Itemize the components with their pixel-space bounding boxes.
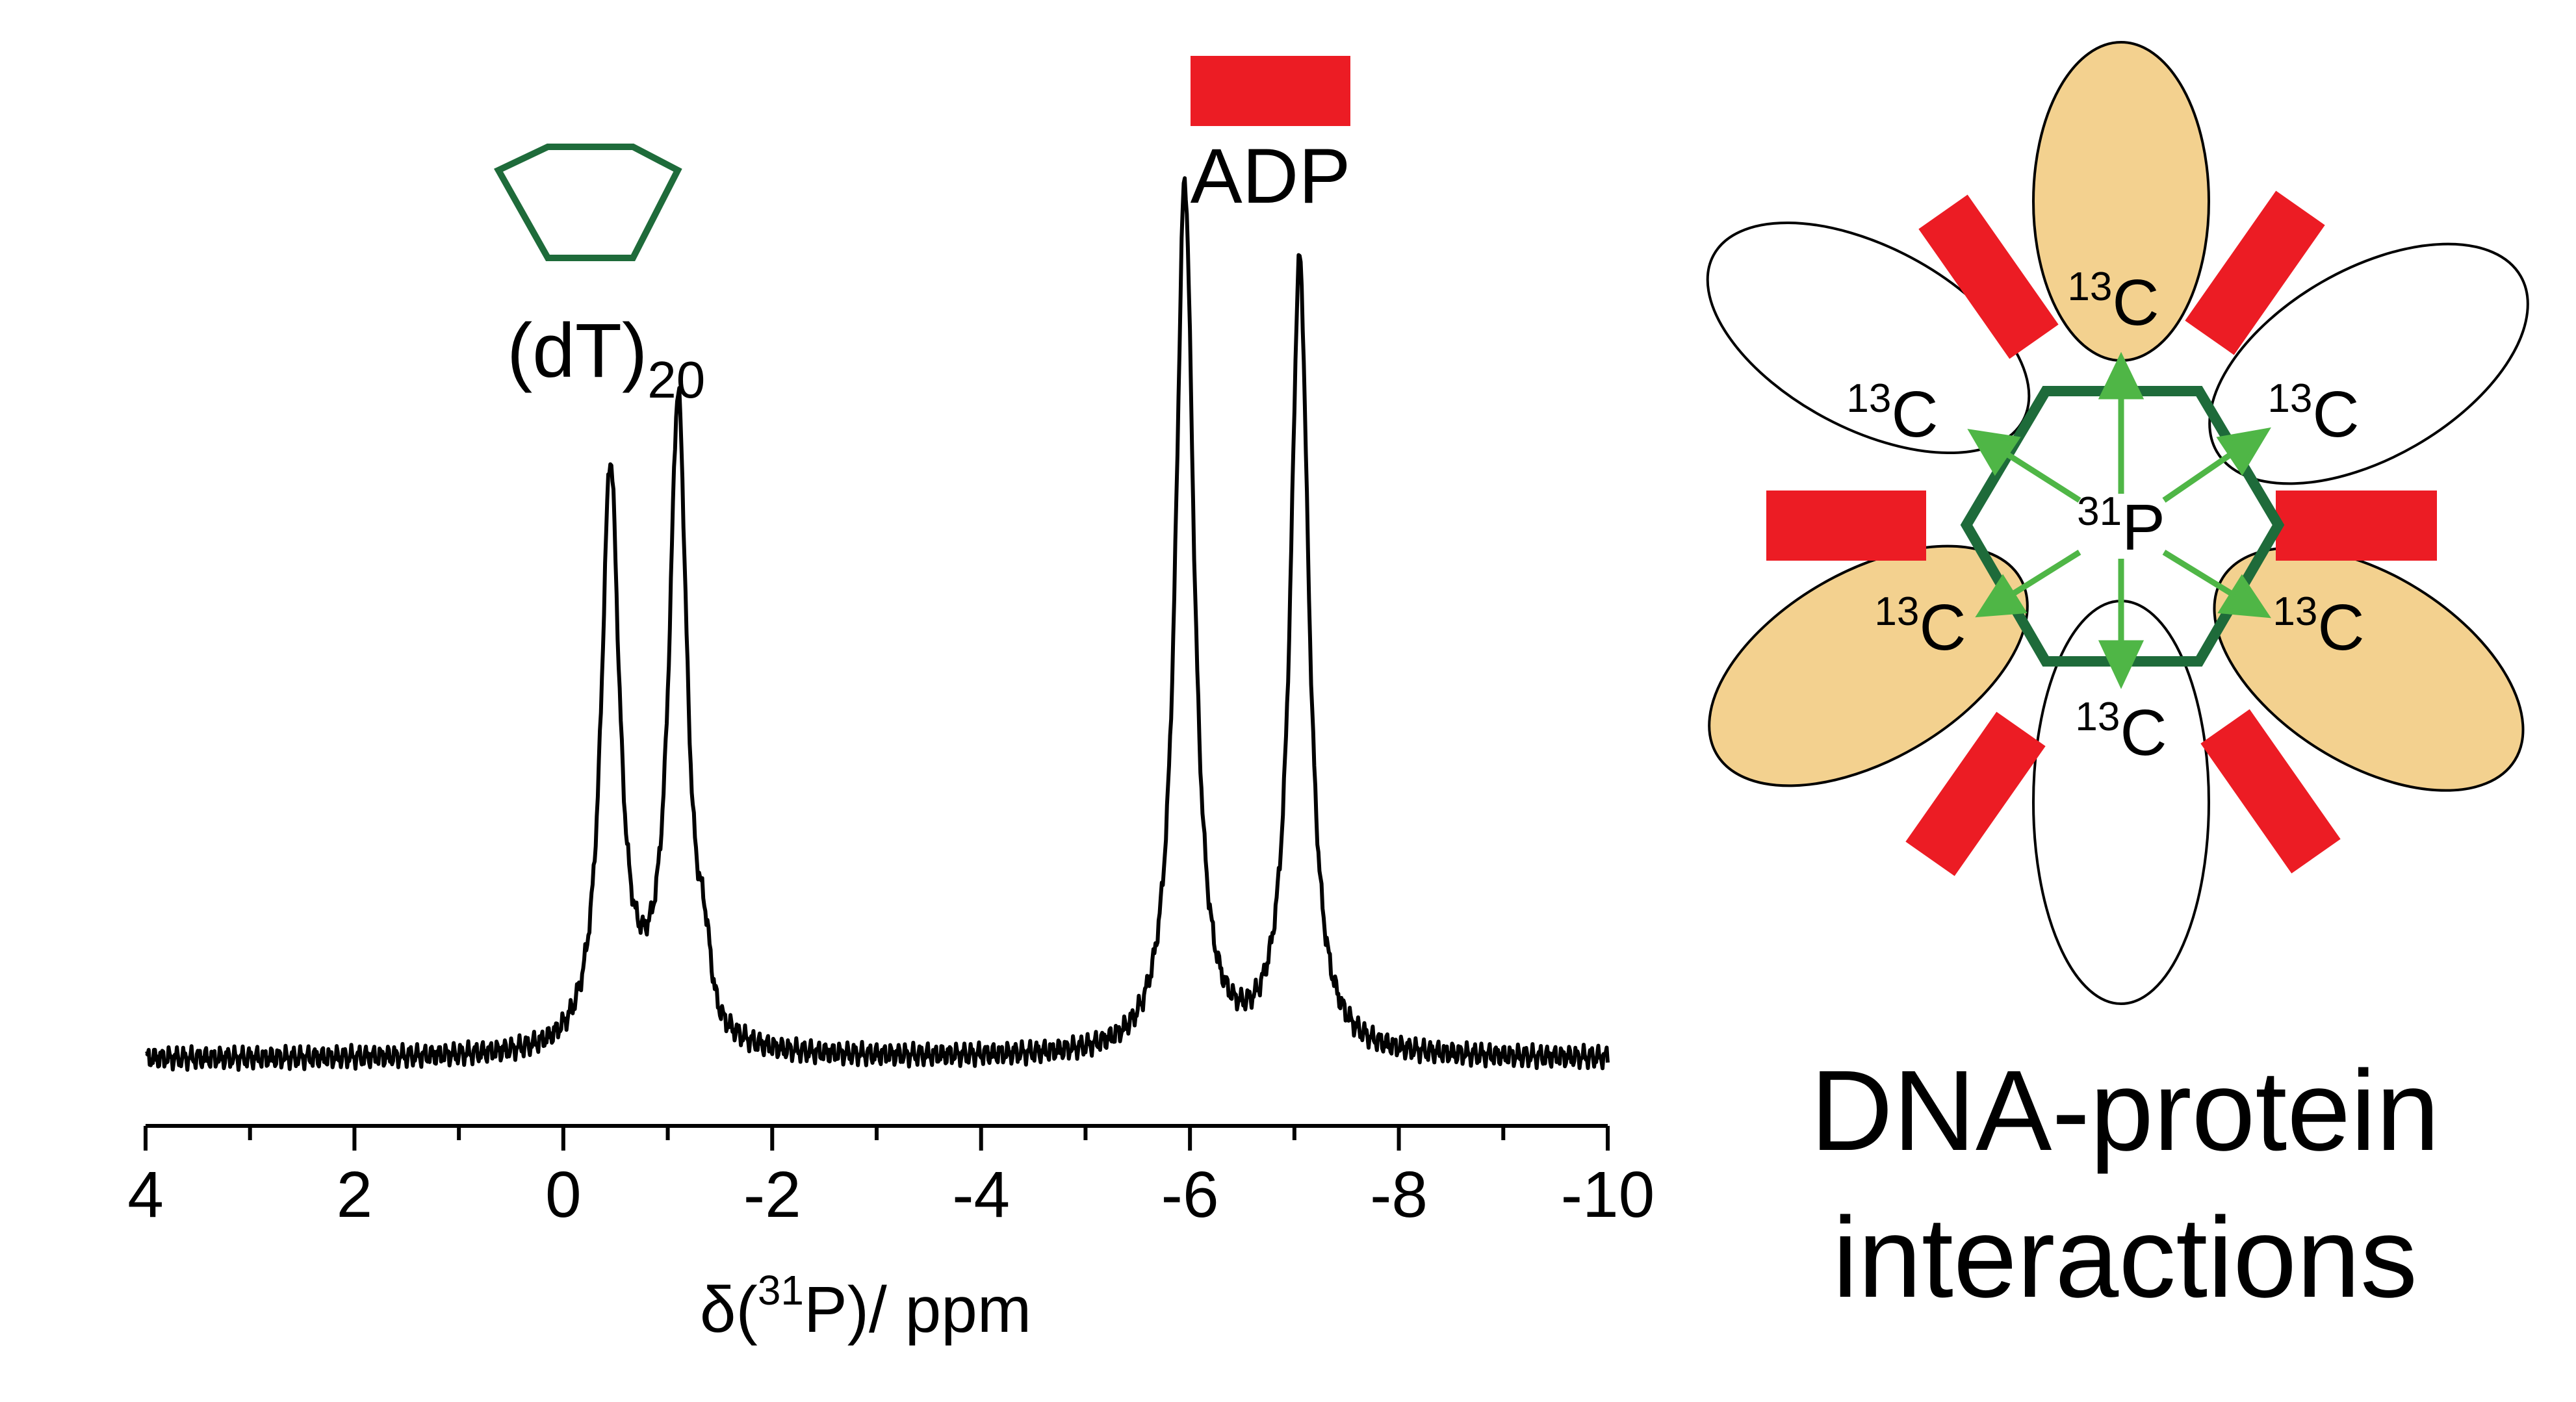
carbon-label-upper-left: 13C (1846, 376, 1938, 451)
protein-lobe-lower-right (2213, 546, 2525, 792)
adp-bar-icon (1191, 56, 1350, 126)
spectrum-line (144, 176, 1610, 1072)
x-axis-label: δ(31P)/ ppm (700, 1267, 1031, 1346)
carbon-label-lower-right: 13C (2273, 589, 2364, 664)
x-tick-label: -8 (1370, 1158, 1428, 1231)
protein-lobe-upper-right (2208, 242, 2529, 485)
x-tick-label: 2 (337, 1158, 373, 1231)
x-tick-label: -6 (1161, 1158, 1219, 1231)
x-axis-ticks: 4 2 0 -2 -4 -6 -8 -10 (127, 1126, 1655, 1231)
dna-hexagon-center-icon (1960, 386, 2285, 667)
caption-line-1: DNA-protein (1810, 1047, 2440, 1175)
caption: DNA-protein interactions (1810, 1047, 2440, 1321)
protein-lobe-lower-left (1708, 544, 2029, 787)
adp-bar-upper-right (2185, 190, 2325, 355)
adp-bar-lower-left (1905, 711, 2046, 876)
carbon-label-top: 13C (2067, 264, 2159, 339)
dipolar-coupling-arrows (1967, 351, 2271, 689)
adp-label: ADP (1191, 133, 1351, 220)
carbon-label-lower-left: 13C (1874, 589, 1966, 664)
dna-protein-diagram: 31P 13C 13C 13C 13C 13C 13C (1706, 41, 2529, 1005)
x-tick-label: -4 (952, 1158, 1010, 1231)
adp-bar-upper-left (1918, 194, 2059, 359)
spectrum-chart: 4 2 0 -2 -4 -6 -8 -10 δ(31P)/ ppm (dT)20 ADP (127, 56, 1655, 1346)
x-tick-label: -2 (743, 1158, 801, 1231)
adp-bar-left (1766, 491, 1926, 561)
caption-line-2: interactions (1833, 1194, 2417, 1321)
carbon-label-bottom: 13C (2075, 695, 2167, 769)
adp-bar-lower-right (2200, 709, 2341, 874)
dna-hexagon-icon (494, 144, 682, 261)
x-tick-label: -10 (1561, 1158, 1655, 1231)
x-tick-label: 0 (545, 1158, 582, 1231)
adp-bar-right (2276, 491, 2437, 561)
carbon-label-upper-right: 13C (2267, 376, 2359, 451)
x-tick-label: 4 (127, 1158, 164, 1231)
phosphorus-label: 31P (2077, 489, 2165, 564)
dt20-label: (dT)20 (507, 308, 705, 409)
